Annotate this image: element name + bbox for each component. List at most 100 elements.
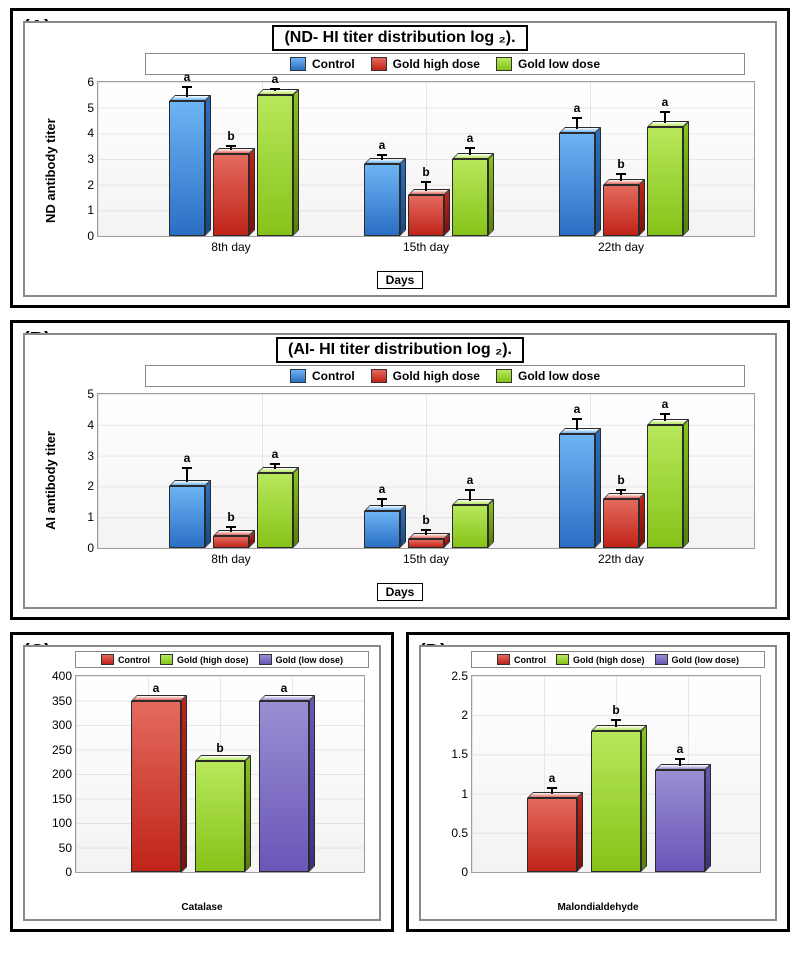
legend-label: Gold low dose xyxy=(518,369,600,383)
panel-b-title-wrap: (AI- HI titer distribution log ₂). xyxy=(25,337,775,363)
panel-a-legend-wrap: Control Gold high dose Gold low dose xyxy=(145,53,745,75)
legend-label: Gold high dose xyxy=(393,369,480,383)
sig-label: a xyxy=(272,72,279,86)
legend-swatch xyxy=(290,57,306,71)
y-tick: 0.5 xyxy=(451,826,472,840)
panel-a-xlabel-wrap: Days xyxy=(25,271,775,289)
legend-label: Gold (low dose) xyxy=(672,655,740,665)
legend-swatch xyxy=(371,57,387,71)
sig-label: a xyxy=(153,681,160,695)
legend-swatch xyxy=(655,654,668,665)
y-tick: 0 xyxy=(87,229,98,243)
panel-d-legend: Control Gold (high dose) Gold (low dose) xyxy=(471,651,765,668)
panel-c: (C) Control Gold (high dose) Gold (low d… xyxy=(10,632,394,932)
legend-item: Gold (high dose) xyxy=(160,654,249,665)
legend-item-high: Gold high dose xyxy=(371,57,480,71)
y-tick: 0 xyxy=(65,865,76,879)
legend-label: Gold high dose xyxy=(393,57,480,71)
legend-item-low: Gold low dose xyxy=(496,57,600,71)
legend-item-low: Gold low dose xyxy=(496,369,600,383)
panel-d-legend-wrap: Control Gold (high dose) Gold (low dose) xyxy=(471,651,765,668)
sig-label: a xyxy=(662,397,669,411)
y-tick: 50 xyxy=(59,841,76,855)
legend-swatch xyxy=(259,654,272,665)
sig-label: a xyxy=(379,138,386,152)
legend-swatch xyxy=(496,57,512,71)
y-tick: 200 xyxy=(52,767,76,781)
y-tick: 3 xyxy=(87,449,98,463)
legend-label: Gold (high dose) xyxy=(177,655,249,665)
sig-label: b xyxy=(227,129,234,143)
y-tick: 5 xyxy=(87,387,98,401)
panel-a-ylabel: ND antibody titer xyxy=(43,118,58,223)
legend-label: Gold (low dose) xyxy=(276,655,344,665)
legend-swatch xyxy=(101,654,114,665)
y-tick: 1 xyxy=(461,787,472,801)
panel-d-plot: 00.511.522.5aba xyxy=(471,675,761,873)
panel-a-title-wrap: (ND- HI titer distribution log ₂). xyxy=(25,25,775,51)
y-tick: 2.5 xyxy=(451,669,472,683)
legend-item-control: Control xyxy=(290,369,355,383)
y-tick: 0 xyxy=(87,541,98,555)
panel-b-inner: (AI- HI titer distribution log ₂). Contr… xyxy=(23,333,777,609)
sig-label: a xyxy=(467,131,474,145)
panel-b-xlabel-wrap: Days xyxy=(25,583,775,601)
panel-c-inner: Control Gold (high dose) Gold (low dose)… xyxy=(23,645,381,921)
sig-label: a xyxy=(184,451,191,465)
sig-label: b xyxy=(216,741,223,755)
legend-swatch xyxy=(496,369,512,383)
legend-item: Gold (high dose) xyxy=(556,654,645,665)
y-tick: 150 xyxy=(52,792,76,806)
panel-c-legend: Control Gold (high dose) Gold (low dose) xyxy=(75,651,369,668)
sig-label: a xyxy=(574,402,581,416)
y-tick: 400 xyxy=(52,669,76,683)
sig-label: a xyxy=(379,482,386,496)
bottom-row: (C) Control Gold (high dose) Gold (low d… xyxy=(10,632,790,944)
legend-label: Control xyxy=(118,655,150,665)
sig-label: a xyxy=(574,101,581,115)
legend-item: Control xyxy=(497,654,546,665)
sig-label: a xyxy=(677,742,684,756)
x-tick: 15th day xyxy=(403,548,449,566)
sig-label: b xyxy=(422,165,429,179)
panel-a: (A) (ND- HI titer distribution log ₂). C… xyxy=(10,8,790,308)
panel-b-plot: 0123458th dayaba15th dayaba22th dayaba xyxy=(97,393,755,549)
legend-swatch xyxy=(290,369,306,383)
panel-c-xlabel: Catalase xyxy=(25,902,379,913)
x-tick: 8th day xyxy=(211,548,250,566)
y-tick: 4 xyxy=(87,126,98,140)
legend-label: Control xyxy=(312,369,355,383)
legend-item: Gold (low dose) xyxy=(655,654,740,665)
sig-label: a xyxy=(662,95,669,109)
y-tick: 1.5 xyxy=(451,747,472,761)
y-tick: 2 xyxy=(87,178,98,192)
legend-label: Gold (high dose) xyxy=(573,655,645,665)
legend-swatch xyxy=(556,654,569,665)
panel-b: (B) (AI- HI titer distribution log ₂). C… xyxy=(10,320,790,620)
figure-page: (A) (ND- HI titer distribution log ₂). C… xyxy=(0,0,800,958)
sig-label: b xyxy=(617,157,624,171)
panel-d-inner: Control Gold (high dose) Gold (low dose)… xyxy=(419,645,777,921)
y-tick: 3 xyxy=(87,152,98,166)
x-tick: 8th day xyxy=(211,236,250,254)
panel-b-legend: Control Gold high dose Gold low dose xyxy=(145,365,745,387)
sig-label: a xyxy=(281,681,288,695)
x-tick: 15th day xyxy=(403,236,449,254)
panel-c-plot: 050100150200250300350400aba xyxy=(75,675,365,873)
y-tick: 350 xyxy=(52,694,76,708)
legend-label: Control xyxy=(312,57,355,71)
panel-d: (D) Control Gold (high dose) Gold (low d… xyxy=(406,632,790,932)
y-tick: 6 xyxy=(87,75,98,89)
legend-swatch xyxy=(160,654,173,665)
panel-a-inner: (ND- HI titer distribution log ₂). Contr… xyxy=(23,21,777,297)
sig-label: b xyxy=(612,703,619,717)
y-tick: 4 xyxy=(87,418,98,432)
panel-b-legend-wrap: Control Gold high dose Gold low dose xyxy=(145,365,745,387)
sig-label: b xyxy=(422,513,429,527)
y-tick: 2 xyxy=(87,479,98,493)
y-tick: 1 xyxy=(87,510,98,524)
panel-a-title: (ND- HI titer distribution log ₂). xyxy=(272,25,527,51)
legend-label: Gold low dose xyxy=(518,57,600,71)
panel-a-plot: 01234568th dayaba15th dayaba22th dayaba xyxy=(97,81,755,237)
sig-label: b xyxy=(227,510,234,524)
